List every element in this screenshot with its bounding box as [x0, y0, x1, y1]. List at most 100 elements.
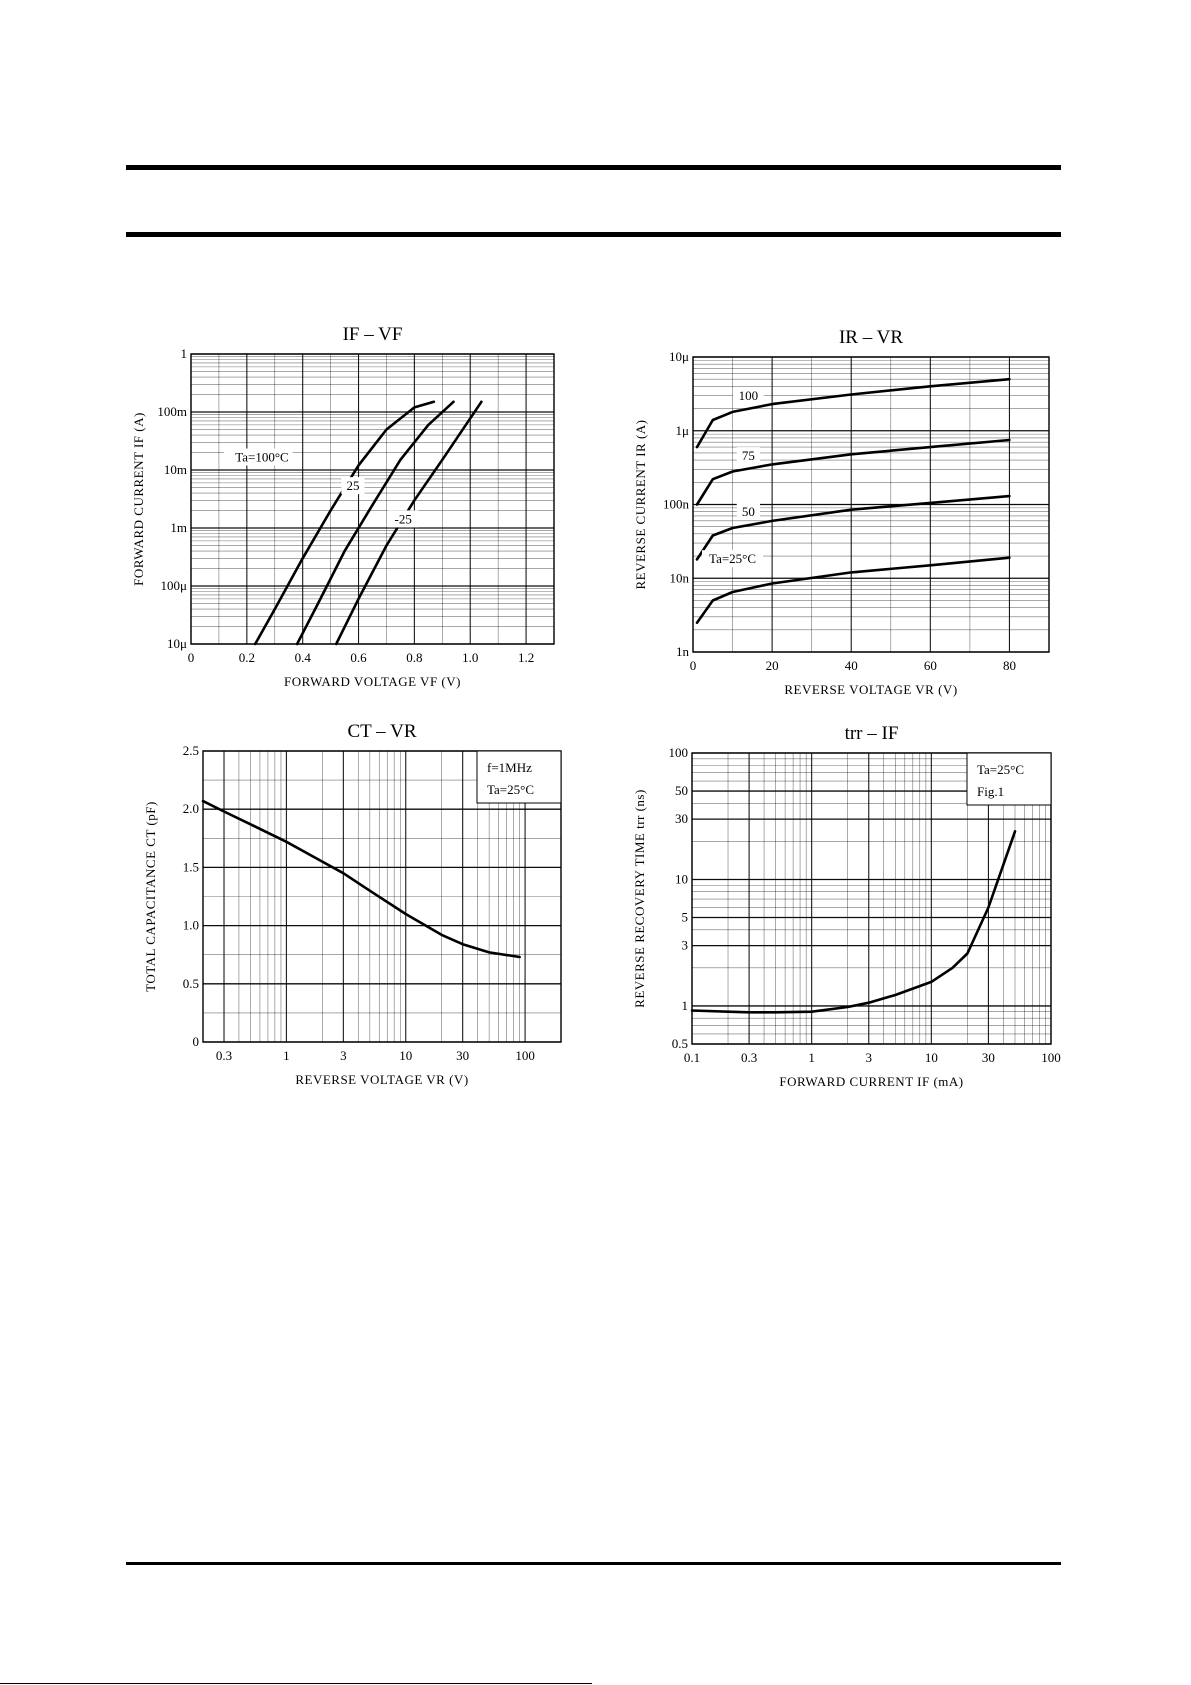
x-tick-label: 0.2 [239, 650, 255, 665]
y-tick-label: 10μ [167, 636, 187, 651]
chart-title: CT – VR [348, 721, 417, 742]
chart-ct-vr: 0.3 1 3 10 30 100 0 0.5 1.0 1.5 2.0 2.5 CT – VR REVER… [143, 721, 562, 1087]
y-tick-label: 1μ [676, 423, 690, 438]
series-label: 75 [742, 448, 755, 463]
y-tick-label: 30 [675, 811, 688, 826]
annotation-text: Fig.1 [977, 784, 1004, 799]
x-tick-label: 60 [924, 658, 937, 673]
x-tick-label: 3 [866, 1050, 873, 1065]
series-label-bg [736, 447, 760, 465]
y-tick-label: 0 [193, 1034, 200, 1049]
y-tick-label: 1n [676, 644, 690, 659]
y-tick-label: 100n [663, 497, 690, 512]
x-tick-label: 0.4 [295, 650, 312, 665]
y-tick-label: 10m [164, 462, 187, 477]
x-tick-label: 40 [845, 658, 858, 673]
series-line-s0 [690, 830, 1017, 1014]
series-label-bg [736, 502, 760, 520]
x-tick-label: 10 [925, 1050, 938, 1065]
x-tick-label: 1.2 [518, 650, 534, 665]
y-tick-label: 3 [682, 938, 689, 953]
y-tick-label: 1.5 [183, 859, 199, 874]
series-label-bg [732, 387, 764, 405]
y-tick-label: 50 [675, 783, 688, 798]
series-line-25 [295, 400, 455, 646]
series-line-75 [695, 438, 1011, 506]
bottom-rule [126, 1562, 1061, 1565]
x-tick-label: 30 [982, 1050, 995, 1065]
chart-if-vf: 0 0.2 0.4 0.6 0.8 1.0 1.2 10μ 100μ 1m 10m 100m 1 IF –… [131, 324, 555, 689]
series-line-100 [695, 377, 1011, 449]
x-tick-label: 1 [808, 1050, 815, 1065]
plot-frame [202, 750, 562, 1043]
chart-ir-vr: 0 20 40 60 80 1n 10n 100n 1μ 10μ IR – VR REVERSE VO… [633, 327, 1050, 697]
y-tick-label: 2.5 [183, 743, 199, 758]
y-tick-label: 1.0 [183, 918, 199, 933]
series-line-50 [695, 494, 1011, 561]
series-label: -25 [395, 511, 412, 526]
y-tick-label: 10n [670, 570, 690, 585]
y-tick-label: 0.5 [672, 1036, 688, 1051]
series-line-Ta=25°C [695, 556, 1011, 624]
chart-title: IR – VR [839, 327, 903, 348]
x-axis-label: FORWARD CURRENT IF (mA) [779, 1074, 963, 1089]
annotation-text: f=1MHz [487, 760, 532, 775]
y-tick-label: 1 [682, 998, 689, 1013]
top-rule-1 [126, 165, 1061, 170]
x-axis-label: REVERSE VOLTAGE VR (V) [295, 1072, 468, 1087]
x-tick-label: 0.8 [406, 650, 422, 665]
x-tick-label: 100 [515, 1048, 535, 1063]
y-tick-label: 100m [157, 404, 187, 419]
series-label-bg [223, 448, 293, 466]
y-tick-label: 10μ [669, 349, 689, 364]
x-tick-label: 0.1 [684, 1050, 700, 1065]
series-line-s0 [201, 799, 521, 959]
y-axis-label: REVERSE RECOVERY TIME trr (ns) [632, 789, 647, 1008]
y-tick-label: 10 [675, 871, 688, 886]
series-label: 100 [739, 388, 759, 403]
y-axis-label: FORWARD CURRENT IF (A) [131, 412, 146, 586]
y-tick-label: 0.5 [183, 976, 199, 991]
x-tick-label: 0 [690, 658, 697, 673]
plot-frame [692, 356, 1050, 653]
x-tick-label: 0.3 [741, 1050, 757, 1065]
y-tick-label: 1 [181, 346, 188, 361]
series-label: 50 [742, 504, 755, 519]
series-label-bg [387, 510, 419, 528]
series-label-bg [341, 477, 365, 495]
x-tick-label: 100 [1041, 1050, 1061, 1065]
top-rule-2 [126, 232, 1061, 237]
chart-title: trr – IF [845, 723, 899, 744]
y-tick-label: 5 [682, 910, 689, 925]
y-tick-label: 100μ [161, 578, 188, 593]
x-tick-label: 0 [188, 650, 195, 665]
series-label: Ta=25°C [709, 551, 756, 566]
chart-title: IF – VF [343, 324, 403, 345]
x-tick-label: 1.0 [462, 650, 478, 665]
y-axis-label: REVERSE CURRENT IR (A) [633, 419, 648, 589]
series-label: Ta=100°C [235, 450, 289, 465]
y-axis-label: TOTAL CAPACITANCE CT (pF) [143, 801, 158, 992]
annotation-text: Ta=25°C [977, 762, 1024, 777]
chart-trr-if: 0.1 0.3 1 3 10 30 100 0.5 1 3 5 10 30 50 100 trr – IF FO… [632, 723, 1061, 1089]
x-tick-label: 10 [399, 1048, 412, 1063]
y-tick-label: 2.0 [183, 801, 199, 816]
x-tick-label: 0.3 [216, 1048, 232, 1063]
plot-frame [190, 353, 555, 645]
x-tick-label: 30 [456, 1048, 469, 1063]
x-axis-label: REVERSE VOLTAGE VR (V) [784, 682, 957, 697]
x-tick-label: 20 [766, 658, 779, 673]
y-tick-label: 100 [669, 745, 689, 760]
x-axis-label: FORWARD VOLTAGE VF (V) [284, 674, 461, 689]
series-label-bg [701, 550, 764, 568]
x-tick-label: 1 [283, 1048, 290, 1063]
y-tick-label: 1m [170, 520, 187, 535]
footer-rule [0, 1683, 592, 1684]
plot-frame [691, 752, 1052, 1045]
annotation-text: Ta=25°C [487, 782, 534, 797]
annotation-box [966, 752, 1052, 806]
annotation-box [476, 750, 562, 804]
series-label: 25 [346, 478, 359, 493]
x-tick-label: 3 [340, 1048, 347, 1063]
